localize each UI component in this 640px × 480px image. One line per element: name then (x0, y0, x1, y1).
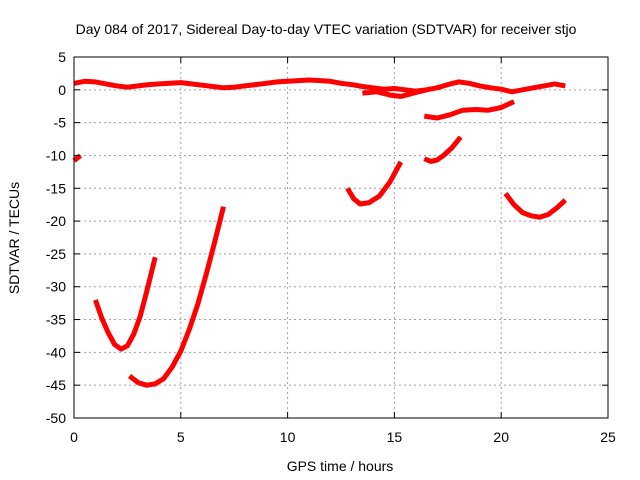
y-tick-label: -35 (46, 312, 66, 328)
x-tick-label: 0 (70, 429, 78, 445)
chart-title: Day 084 of 2017, Sidereal Day-to-day VTE… (76, 21, 577, 37)
y-tick-label: -50 (46, 410, 66, 426)
x-tick-label: 20 (493, 429, 509, 445)
series-line-9 (503, 191, 567, 220)
y-tick-label: 0 (58, 82, 66, 98)
series-line-5 (127, 206, 226, 388)
x-tick-label: 5 (177, 429, 185, 445)
series-line-1 (73, 77, 566, 95)
y-tick-label: -5 (54, 115, 67, 131)
series-line-8 (423, 99, 516, 121)
series-line-3 (72, 153, 82, 163)
y-tick-label: -30 (46, 279, 66, 295)
axis-ticks: 0 5 10 15 20 25 5 0 -5 -10 -15 -20 -25 -30 -35 -40 -45 -5… (46, 49, 616, 445)
x-tick-label: 10 (280, 429, 296, 445)
series-line-7 (423, 135, 463, 164)
y-tick-label: -40 (46, 344, 66, 360)
y-tick-label: -25 (46, 246, 66, 262)
grid (74, 57, 608, 418)
series-line-4 (93, 256, 158, 352)
x-tick-label: 15 (387, 429, 403, 445)
y-tick-label: -10 (46, 147, 66, 163)
y-tick-label: -20 (46, 213, 66, 229)
y-axis-label: SDTVAR / TECUs (6, 182, 22, 294)
plot-frame (73, 56, 609, 419)
y-tick-label: 5 (58, 49, 66, 65)
x-axis-label: GPS time / hours (287, 458, 394, 474)
series-line-2 (362, 87, 428, 99)
y-tick-label: -45 (46, 377, 66, 393)
x-tick-label: 25 (600, 429, 616, 445)
data-series (72, 77, 567, 388)
series-line-6 (345, 160, 403, 207)
y-tick-label: -15 (46, 180, 66, 196)
